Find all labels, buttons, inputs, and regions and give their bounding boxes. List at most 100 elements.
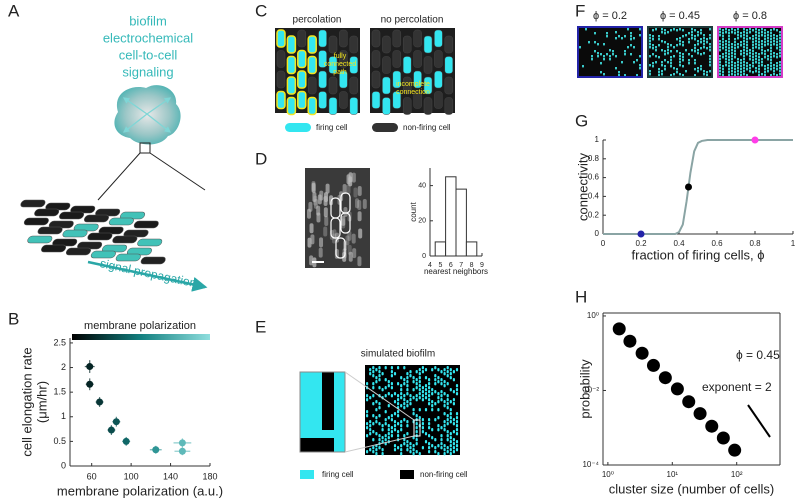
- sim-cell: [443, 412, 446, 416]
- cell: [286, 76, 297, 95]
- zoom-line: [344, 435, 415, 453]
- sim-cell: [443, 368, 446, 372]
- outline-cell: [340, 212, 351, 234]
- sim-cell: [776, 65, 778, 68]
- sim-cell: [746, 38, 748, 41]
- sim-cell: [649, 46, 651, 49]
- sim-cell: [403, 394, 406, 398]
- cell-image: [345, 235, 350, 246]
- sim-cell: [652, 62, 654, 65]
- sim-cell: [406, 424, 409, 428]
- point: [86, 363, 94, 371]
- sim-cell: [455, 424, 459, 428]
- x-axis-label: fraction of firing cells, ϕ: [632, 247, 765, 262]
- cell: [297, 49, 307, 69]
- cell-image: [318, 247, 323, 258]
- cell-image: [357, 256, 362, 267]
- sim-cell: [770, 35, 772, 38]
- sim-cell: [597, 55, 599, 58]
- sim-cell: [700, 32, 702, 35]
- sim-cell: [428, 450, 431, 454]
- sim-cell: [393, 412, 397, 416]
- sim-cell: [406, 384, 409, 388]
- image-title: simulated biofilm: [361, 349, 435, 360]
- sim-cell: [737, 64, 739, 67]
- sim-cell: [452, 378, 455, 382]
- title-line: electrochemical: [103, 30, 193, 45]
- sim-cell: [434, 374, 437, 378]
- sim-cell: [676, 29, 678, 32]
- cell-image: [347, 244, 352, 255]
- cell-image: [343, 207, 348, 218]
- sim-cell: [603, 73, 605, 76]
- cell: [307, 76, 317, 95]
- sim-cell: [400, 448, 403, 452]
- sim-cell: [746, 74, 748, 77]
- sim-cell: [776, 41, 778, 44]
- annotation: incomplete: [396, 81, 430, 88]
- cell: [20, 199, 46, 208]
- sim-cell: [758, 62, 760, 65]
- sim-cell: [728, 47, 730, 50]
- sim-cell: [691, 34, 693, 37]
- marker: [751, 136, 759, 144]
- sim-cell: [387, 404, 390, 408]
- sim-cell: [406, 420, 409, 424]
- point: [112, 418, 120, 426]
- sim-cell: [452, 370, 455, 374]
- sim-cell: [378, 422, 381, 426]
- sim-cell: [773, 67, 775, 70]
- sim-cell: [767, 67, 769, 70]
- sim-cell: [443, 380, 446, 384]
- sim-cell: [418, 384, 421, 388]
- sim-cell: [709, 34, 711, 37]
- zoom-line: [344, 371, 415, 421]
- y-tick-label: 10⁻²: [583, 386, 599, 395]
- sim-cell: [582, 65, 584, 68]
- sim-cell: [734, 56, 736, 59]
- sim-cell: [412, 448, 415, 452]
- sim-cell: [652, 47, 654, 50]
- sim-cell: [449, 440, 452, 444]
- sim-cell: [375, 432, 378, 436]
- sim-cell: [409, 446, 412, 450]
- sim-cell: [406, 432, 409, 436]
- sim-cell: [452, 418, 455, 422]
- sim-cell: [630, 32, 632, 35]
- sim-cell: [418, 452, 421, 456]
- sim-cell: [415, 414, 418, 418]
- sim-cell: [667, 31, 669, 34]
- zoom-cell: [300, 438, 322, 452]
- sim-cell: [378, 406, 381, 410]
- sim-cell: [743, 70, 745, 73]
- cell: [434, 91, 443, 109]
- sim-cell: [755, 28, 757, 31]
- sim-cell: [446, 406, 449, 410]
- sim-cell: [443, 384, 446, 388]
- sim-cell: [743, 64, 745, 67]
- cell: [328, 76, 338, 95]
- sim-cell: [682, 59, 684, 62]
- sim-cell: [764, 29, 766, 32]
- sim-cell: [758, 32, 760, 35]
- y-axis-unit: (μm/hr): [34, 381, 49, 423]
- sim-cell: [725, 49, 727, 52]
- sim-cell: [387, 424, 390, 428]
- cell: [382, 35, 391, 54]
- sim-cell: [437, 444, 440, 448]
- sim-cell: [443, 444, 446, 448]
- sim-cell: [737, 67, 739, 70]
- sim-cell: [767, 58, 769, 61]
- sim-cell: [722, 74, 724, 77]
- sim-cell: [378, 414, 381, 418]
- sim-cell: [679, 28, 681, 31]
- sim-cell: [449, 432, 452, 436]
- sim-cell: [449, 444, 452, 448]
- sim-cell: [409, 402, 412, 406]
- outline-cell: [330, 217, 341, 239]
- sim-cell: [418, 388, 421, 392]
- panel-letter: C: [255, 1, 267, 20]
- cell: [423, 97, 433, 115]
- sim-cell: [725, 40, 727, 43]
